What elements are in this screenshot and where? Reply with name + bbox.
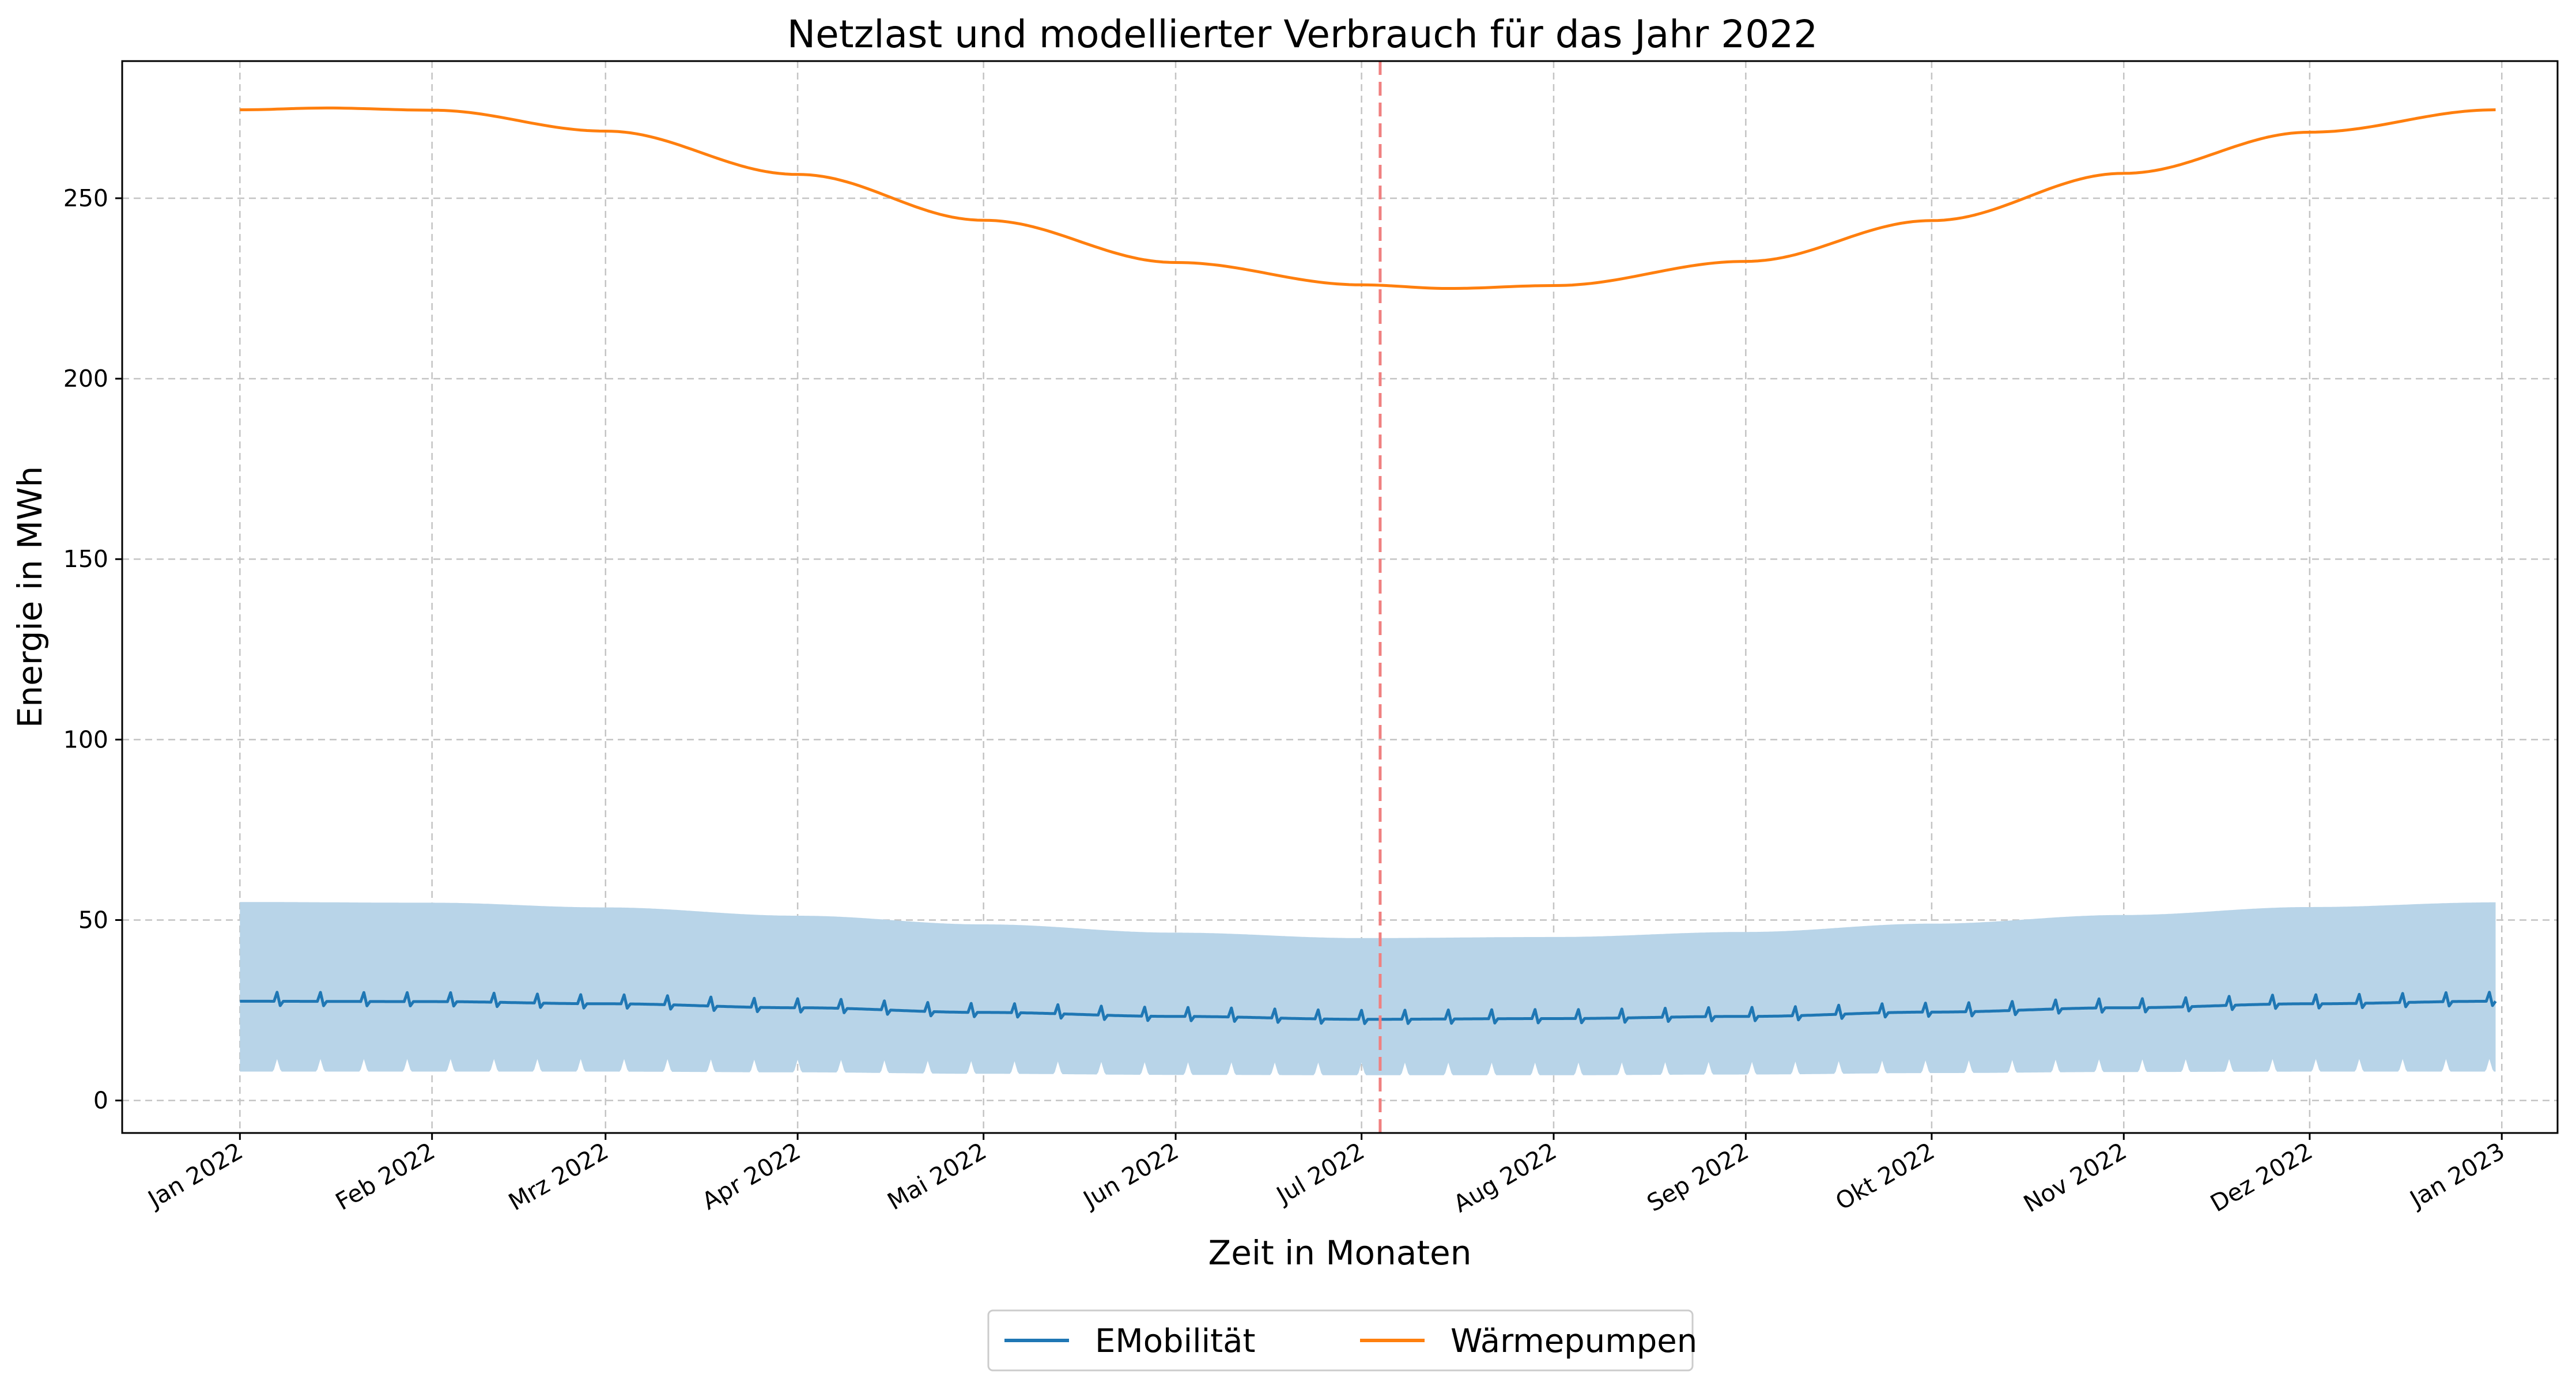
y-tick-label: 150 (63, 545, 108, 573)
series-layer (240, 106, 2497, 1025)
y-tick-label: 50 (78, 906, 108, 934)
x-axis-label: Zeit in Monaten (1208, 1233, 1471, 1272)
y-tick-label: 0 (93, 1087, 108, 1115)
series-line-waermepumpen (240, 106, 2496, 290)
plot-frame (121, 60, 2559, 1134)
y-tick-label: 100 (63, 726, 108, 753)
series-line-emobilitaet (240, 991, 2497, 1025)
band-layer (240, 902, 2496, 1075)
legend-label-emobilitaet: EMobilität (1095, 1323, 1255, 1360)
chart-title: Netzlast und modellierter Verbrauch für … (787, 12, 1818, 56)
y-tick-label: 200 (63, 365, 108, 392)
y-axis-label: Energie in MWh (10, 466, 50, 728)
uncertainty-band (240, 902, 2496, 1075)
y-tick-label: 250 (63, 184, 108, 212)
legend: EMobilität Wärmepumpen (987, 1309, 1697, 1372)
legend-box (987, 1309, 1694, 1372)
legend-label-waermepumpen: Wärmepumpen (1451, 1323, 1697, 1360)
y-axis: 0 50 100 150 200 250 (63, 184, 122, 1115)
